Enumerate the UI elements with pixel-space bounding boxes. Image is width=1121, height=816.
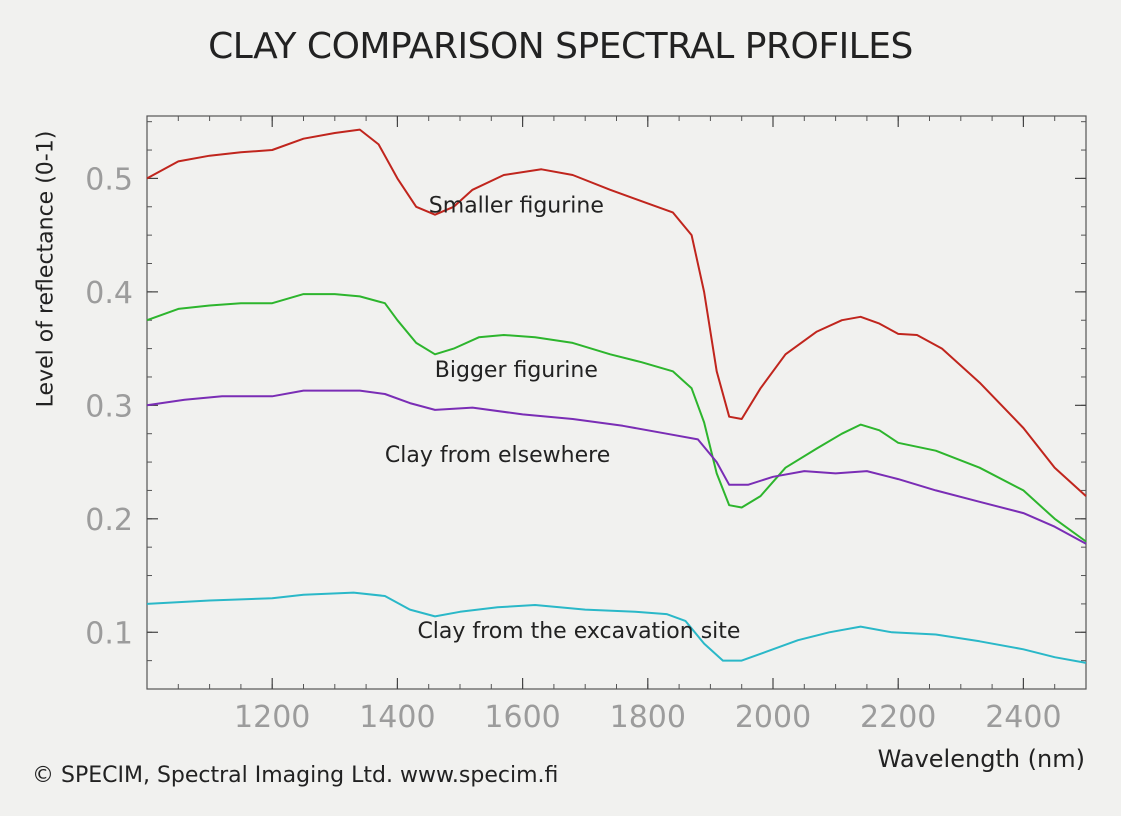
x-tick-label: 2400 [985, 700, 1061, 735]
series-label: Smaller figurine [429, 193, 604, 218]
series-line [146, 293, 1087, 543]
x-tick-label: 1400 [359, 700, 435, 735]
series-label: Bigger figurine [435, 358, 598, 383]
y-tick-label: 0.5 [85, 162, 133, 197]
plot-frame [146, 115, 1087, 690]
x-tick-label: 2000 [735, 700, 811, 735]
x-axis-label: Wavelength (nm) [877, 745, 1085, 773]
y-tick-label: 0.3 [85, 389, 133, 424]
series-label: Clay from elsewhere [385, 443, 610, 468]
series-line [146, 128, 1087, 497]
series-line [146, 389, 1087, 545]
y-tick-label: 0.4 [85, 276, 133, 311]
y-tick-label: 0.2 [85, 503, 133, 538]
copyright-credit: © SPECIM, Spectral Imaging Ltd. www.spec… [32, 763, 559, 788]
y-tick-label: 0.1 [85, 616, 133, 651]
series-label: Clay from the excavation site [417, 619, 740, 644]
x-tick-label: 2200 [860, 700, 936, 735]
x-tick-label: 1200 [234, 700, 310, 735]
x-tick-label: 1600 [484, 700, 560, 735]
chart-title: CLAY COMPARISON SPECTRAL PROFILES [208, 26, 913, 67]
series-line [146, 591, 1087, 664]
x-tick-label: 1800 [610, 700, 686, 735]
